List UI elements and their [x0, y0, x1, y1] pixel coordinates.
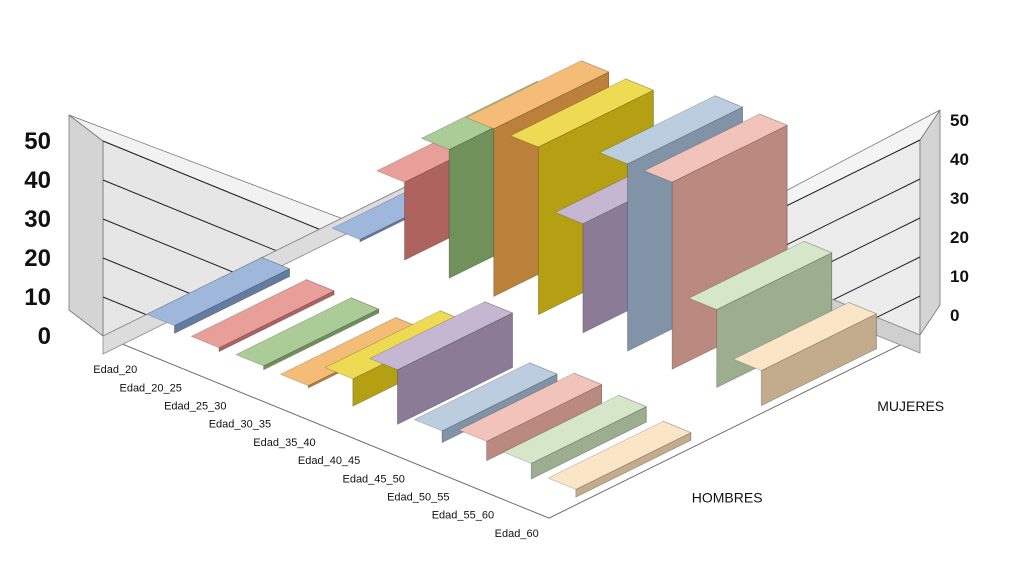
y-tick-left-30: 30: [24, 206, 51, 233]
category-label-edad_25_30: Edad_25_30: [164, 401, 226, 413]
y-tick-right-20: 20: [950, 228, 969, 247]
category-label-edad_40_45: Edad_40_45: [298, 455, 360, 467]
y-tick-left-20: 20: [24, 245, 51, 272]
category-label-edad_20_25: Edad_20_25: [119, 382, 181, 394]
bar-mujeres-edad_45_50-top: [599, 95, 743, 165]
y-tick-right-40: 40: [950, 150, 969, 169]
y-tick-right-10: 10: [950, 267, 969, 286]
bar-hombres-edad_60-top: [547, 420, 692, 490]
bar-mujeres-edad_60-top: [733, 302, 877, 372]
bar-hombres-edad_50_55-top: [458, 372, 602, 442]
bar-mujeres-edad_30_35-top: [465, 60, 610, 130]
left-wall-edge: [68, 114, 104, 337]
bar-mujeres-edad_35_40-top: [510, 78, 654, 148]
right-wall-edge: [919, 109, 941, 336]
bar-mujeres-edad_55_60-top: [688, 240, 833, 310]
bar-hombres-edad_20-top: [146, 257, 290, 327]
chart-bars: [146, 60, 877, 498]
y-tick-left-40: 40: [24, 167, 51, 194]
series-label-mujeres: MUJERES: [877, 398, 944, 414]
bar-hombres-edad_45_50-top: [413, 362, 558, 432]
y-tick-left-10: 10: [24, 284, 51, 311]
y-tick-left-50: 50: [24, 128, 51, 155]
bar-hombres-edad_25_30-top: [235, 297, 380, 367]
category-label-edad_55_60: Edad_55_60: [432, 510, 494, 522]
series-label-hombres: HOMBRES: [692, 489, 763, 505]
chart-labels: 0 10 20 30 40 50 0 10 20 30 40 50 Edad_20 Edad_20_25 E…: [24, 111, 969, 540]
bar-hombres-edad_40_45-top: [369, 301, 513, 371]
category-label-edad_35_40: Edad_35_40: [253, 437, 315, 449]
category-label-edad_30_35: Edad_30_35: [209, 419, 271, 431]
y-tick-left-0: 0: [38, 323, 51, 350]
category-label-edad_45_50: Edad_45_50: [342, 473, 404, 485]
bar-hombres-edad_20_25-top: [190, 279, 335, 349]
category-label-edad_60: Edad_60: [495, 528, 539, 540]
bar-mujeres-edad_50_55-top: [644, 113, 788, 183]
y-tick-right-30: 30: [950, 189, 969, 208]
category-label-edad_20: Edad_20: [93, 364, 137, 376]
bar-hombres-edad_55_60-top: [503, 394, 647, 464]
y-tick-right-0: 0: [950, 306, 959, 325]
y-tick-right-50: 50: [950, 111, 969, 130]
category-label-edad_50_55: Edad_50_55: [387, 492, 449, 504]
